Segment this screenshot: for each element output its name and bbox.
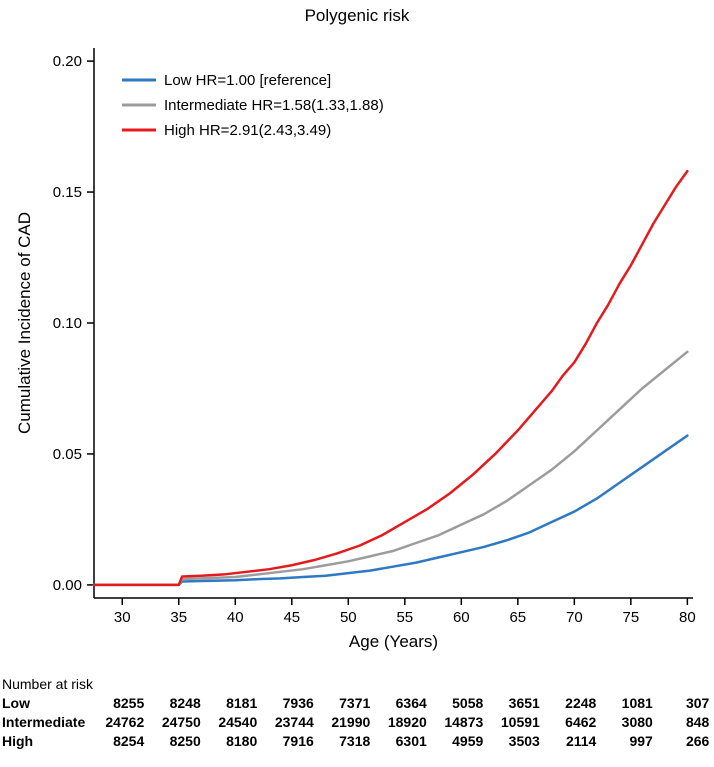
number-at-risk-cell: 8254 — [94, 733, 144, 749]
number-at-risk-cell: 24540 — [207, 714, 257, 730]
number-at-risk-cell: 10591 — [490, 714, 540, 730]
number-at-risk-cell: 1081 — [603, 695, 653, 711]
number-at-risk-cell: 2248 — [546, 695, 596, 711]
number-at-risk-cell: 24750 — [151, 714, 201, 730]
number-at-risk-cell: 18920 — [377, 714, 427, 730]
number-at-risk-cell: 8255 — [94, 695, 144, 711]
number-at-risk-cell: 21990 — [320, 714, 370, 730]
number-at-risk-cell: 7916 — [264, 733, 314, 749]
number-at-risk-cell: 6462 — [546, 714, 596, 730]
number-at-risk-header: Number at risk — [2, 676, 93, 692]
number-at-risk-cell: 3651 — [490, 695, 540, 711]
number-at-risk-cell: 23744 — [264, 714, 314, 730]
number-at-risk-cell: 266 — [659, 733, 709, 749]
number-at-risk-cell: 307 — [659, 695, 709, 711]
number-at-risk-cell: 3080 — [603, 714, 653, 730]
number-at-risk-cell: 8248 — [151, 695, 201, 711]
number-at-risk-cell: 997 — [603, 733, 653, 749]
number-at-risk-cell: 6301 — [377, 733, 427, 749]
number-at-risk-cell: 7371 — [320, 695, 370, 711]
number-at-risk-block: Number at risk Low 8255 8248 8181 7936 7371 636… — [0, 0, 714, 767]
number-at-risk-cell: 848 — [659, 714, 709, 730]
number-at-risk-cell: 8250 — [151, 733, 201, 749]
number-at-risk-row-label: High — [2, 733, 33, 749]
number-at-risk-cell: 14873 — [433, 714, 483, 730]
number-at-risk-cell: 5058 — [433, 695, 483, 711]
number-at-risk-cell: 7318 — [320, 733, 370, 749]
number-at-risk-cell: 6364 — [377, 695, 427, 711]
number-at-risk-cell: 7936 — [264, 695, 314, 711]
number-at-risk-cell: 8181 — [207, 695, 257, 711]
number-at-risk-cell: 8180 — [207, 733, 257, 749]
number-at-risk-cell: 2114 — [546, 733, 596, 749]
number-at-risk-row-label: Low — [2, 695, 30, 711]
number-at-risk-cell: 4959 — [433, 733, 483, 749]
number-at-risk-cell: 3503 — [490, 733, 540, 749]
number-at-risk-row-label: Intermediate — [2, 714, 85, 730]
number-at-risk-cell: 24762 — [94, 714, 144, 730]
